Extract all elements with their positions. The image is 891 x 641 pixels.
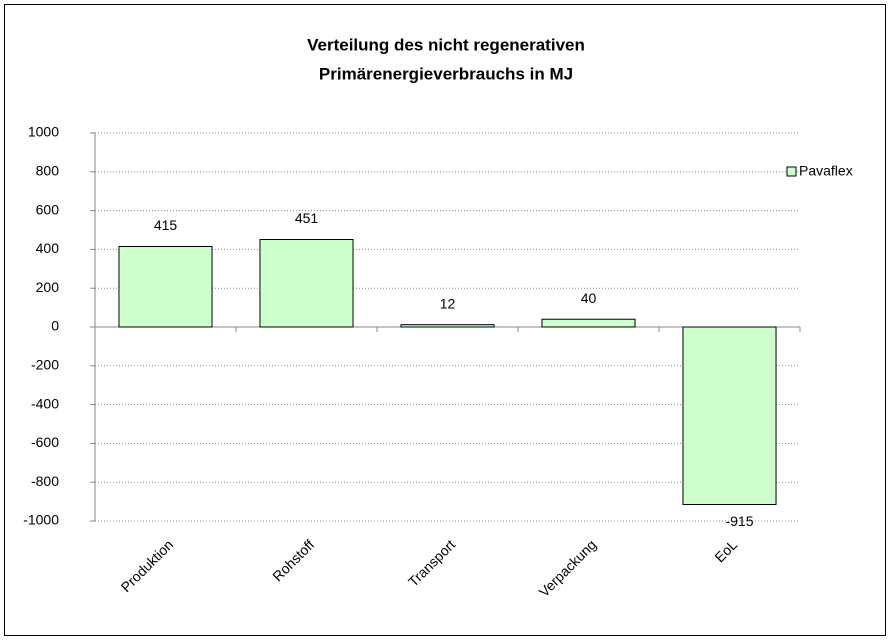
legend-swatch — [786, 166, 797, 177]
bar — [259, 239, 354, 328]
bar — [118, 245, 213, 328]
chart-title: Verteilung des nicht regenerativen — [307, 35, 585, 54]
y-tick-label: 600 — [36, 201, 60, 217]
y-tick-label: 400 — [36, 240, 60, 256]
y-tick-label: 800 — [36, 163, 60, 179]
bar — [682, 326, 777, 506]
data-label: 12 — [440, 295, 456, 311]
data-label: 451 — [295, 210, 319, 226]
legend-label: Pavaflex — [799, 163, 853, 179]
data-label: -915 — [725, 513, 753, 529]
bar — [541, 318, 636, 328]
data-label: 415 — [154, 217, 178, 233]
chart-title: Primärenergieverbrauchs in MJ — [319, 64, 573, 83]
y-tick-label: -800 — [31, 473, 59, 489]
data-label: 40 — [581, 290, 597, 306]
y-tick-label: 1000 — [28, 124, 59, 140]
y-tick-label: -200 — [31, 357, 59, 373]
bar — [400, 324, 495, 328]
y-tick-label: 200 — [36, 279, 60, 295]
y-tick-label: -600 — [31, 434, 59, 450]
y-tick-label: 0 — [51, 318, 59, 334]
y-tick-label: -400 — [31, 395, 59, 411]
y-tick-label: -1000 — [23, 512, 59, 528]
